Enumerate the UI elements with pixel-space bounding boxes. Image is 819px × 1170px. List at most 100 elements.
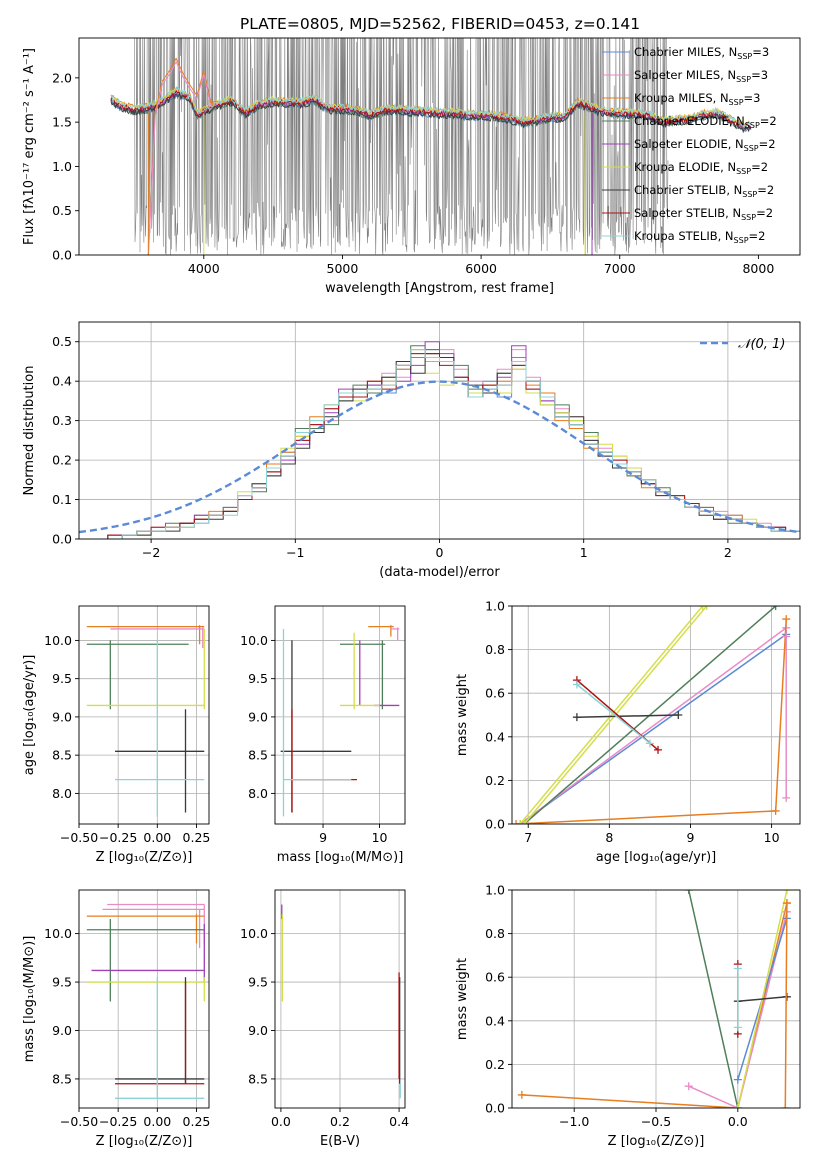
point-marker xyxy=(733,964,742,973)
legend-label-text: Chabrier MILES, N xyxy=(634,45,737,59)
grid-massweight-vs-age xyxy=(512,605,800,825)
panel-mass-vs-z: −0.50 −0.25 0.00 0.25 8.5 9.0 9.5 10.0 Z [log₁₀(… xyxy=(22,889,210,1149)
point-marker xyxy=(517,1090,526,1099)
model-spectrum-kroupa-stelib xyxy=(110,85,752,129)
y-tick-label: 0.8 xyxy=(485,642,505,657)
y-tick-label: 1.5 xyxy=(52,115,72,130)
point-marker xyxy=(516,820,525,824)
y-tick-label: 0.0 xyxy=(52,248,72,263)
x-axis-label: Z [log₁₀(Z/Z⊙)] xyxy=(96,1134,193,1149)
y-tick-label: 9.0 xyxy=(52,709,72,724)
point-marker xyxy=(645,739,654,748)
y-tick-label: 9.0 xyxy=(52,1023,72,1038)
x-axis-label: age [log₁₀(age/yr)] xyxy=(596,850,717,865)
legend-label-sub: SSP xyxy=(737,52,752,61)
panels: 4000 5000 6000 7000 8000 0.0 0.5 1.0 1.5 2.0 wavel… xyxy=(22,37,801,1149)
legend-label: Kroupa MILES, NSSP=3 xyxy=(634,91,760,107)
legend-label: Kroupa STELIB, NSSP=2 xyxy=(634,229,765,245)
line-kroupa-stelib xyxy=(576,683,651,744)
point-marker xyxy=(782,615,791,624)
legend-label-text: Salpeter ELODIE, N xyxy=(634,137,744,151)
legend-label-sub: SSP xyxy=(736,167,751,176)
point-marker xyxy=(733,1104,742,1108)
point-marker xyxy=(733,1023,742,1032)
legend-label-tail: =2 xyxy=(749,229,766,243)
x-tick-label: 6000 xyxy=(465,261,497,276)
x-axis-label: Z [log₁₀(Z/Z⊙)] xyxy=(96,850,193,865)
y-tick-label: 1.0 xyxy=(485,883,505,898)
y-axis-label: Normed distribution xyxy=(22,366,37,496)
y-tick-label: 0.0 xyxy=(52,532,72,547)
point-marker xyxy=(520,820,529,824)
legend-label-text: Kroupa ELODIE, N xyxy=(634,160,736,174)
point-marker xyxy=(684,1082,693,1091)
x-tick-label: −0.25 xyxy=(99,830,137,845)
x-tick-label: 8000 xyxy=(742,261,774,276)
legend-label-tail: =3 xyxy=(751,68,768,82)
y-tick-label: 10.0 xyxy=(240,926,268,941)
line-chabrier-elodie xyxy=(687,890,739,1108)
legend-label: Salpeter ELODIE, NSSP=2 xyxy=(634,137,776,153)
line-chabrier-stelib xyxy=(737,996,787,1002)
x-tick-label: 0.0 xyxy=(728,1114,748,1129)
axes-frame xyxy=(78,605,210,825)
panel-mass-vs-ebv: 0.0 0.2 0.4 8.5 9.0 9.5 10.0 E(B-V) xyxy=(240,889,409,1149)
y-tick-label: 9.5 xyxy=(52,671,72,686)
legend-label: Chabrier STELIB, NSSP=2 xyxy=(634,183,774,199)
legend-label: Salpeter MILES, NSSP=3 xyxy=(634,68,768,84)
legend-label: Chabrier MILES, NSSP=3 xyxy=(634,45,769,61)
legend-label-sub: SSP xyxy=(742,190,757,199)
y-axis-label: mass [log₁₀(M/M⊙)] xyxy=(22,936,37,1063)
point-marker xyxy=(572,713,581,722)
x-tick-label: −2 xyxy=(142,545,160,560)
legend-label-sub: SSP xyxy=(745,121,760,130)
legend-label: 𝒩(0, 1) xyxy=(738,337,785,352)
x-tick-label: 10 xyxy=(372,830,388,845)
axes-frame xyxy=(78,889,210,1109)
x-tick-label: −0.5 xyxy=(641,1114,671,1129)
line-chabrier-miles xyxy=(519,633,787,824)
y-tick-label: 1.0 xyxy=(52,159,72,174)
y-tick-label: 0.1 xyxy=(52,492,72,507)
x-tick-label: −0.50 xyxy=(60,830,98,845)
legend-label-tail: =2 xyxy=(751,160,768,174)
legend-label: Salpeter STELIB, NSSP=2 xyxy=(634,206,773,222)
y-axis-label: mass weight xyxy=(455,674,470,756)
legend-label-tail: =2 xyxy=(760,114,777,128)
x-tick-label: 0.00 xyxy=(143,1114,171,1129)
plot-area-mass-vs-z xyxy=(86,903,205,1099)
point-marker xyxy=(771,606,780,610)
legend-label-text: Kroupa STELIB, N xyxy=(634,229,734,243)
grid-mass-vs-ebv xyxy=(275,890,405,1108)
y-tick-label: 0.4 xyxy=(52,374,72,389)
x-axis-label: E(B-V) xyxy=(320,1134,360,1149)
point-marker xyxy=(782,793,791,802)
x-tick-label: 0 xyxy=(436,545,444,560)
y-tick-label: 10.0 xyxy=(240,633,268,648)
normal-curve xyxy=(79,380,800,534)
legend-label: Kroupa ELODIE, NSSP=2 xyxy=(634,160,768,176)
x-tick-label: 0.4 xyxy=(389,1114,409,1129)
x-tick-label: −0.50 xyxy=(60,1114,98,1129)
x-tick-label: 9 xyxy=(687,830,695,845)
model-bump-kroupa-miles xyxy=(147,57,218,255)
x-tick-label: 2 xyxy=(724,545,732,560)
x-tick-label: 9 xyxy=(319,830,327,845)
line-salpeter-miles xyxy=(519,627,787,824)
y-tick-label: 0.0 xyxy=(485,1101,505,1116)
legend-label-text: Kroupa MILES, N xyxy=(634,91,729,105)
y-tick-label: 0.8 xyxy=(485,926,505,941)
axes-frame xyxy=(274,605,406,825)
point-marker xyxy=(512,820,521,824)
point-marker xyxy=(674,711,683,719)
point-marker xyxy=(654,745,663,754)
grid-age-vs-mass xyxy=(275,606,405,824)
x-tick-label: 7 xyxy=(524,830,532,845)
point-marker xyxy=(702,606,711,610)
plot-area-residuals xyxy=(79,341,800,539)
point-marker xyxy=(781,1104,790,1108)
y-tick-label: 0.4 xyxy=(485,1013,505,1028)
panel-age-vs-z: −0.50 −0.25 0.00 0.25 8.0 8.5 9.0 9.5 10.0 Z [log… xyxy=(22,605,210,865)
y-tick-label: 0.6 xyxy=(485,686,505,701)
